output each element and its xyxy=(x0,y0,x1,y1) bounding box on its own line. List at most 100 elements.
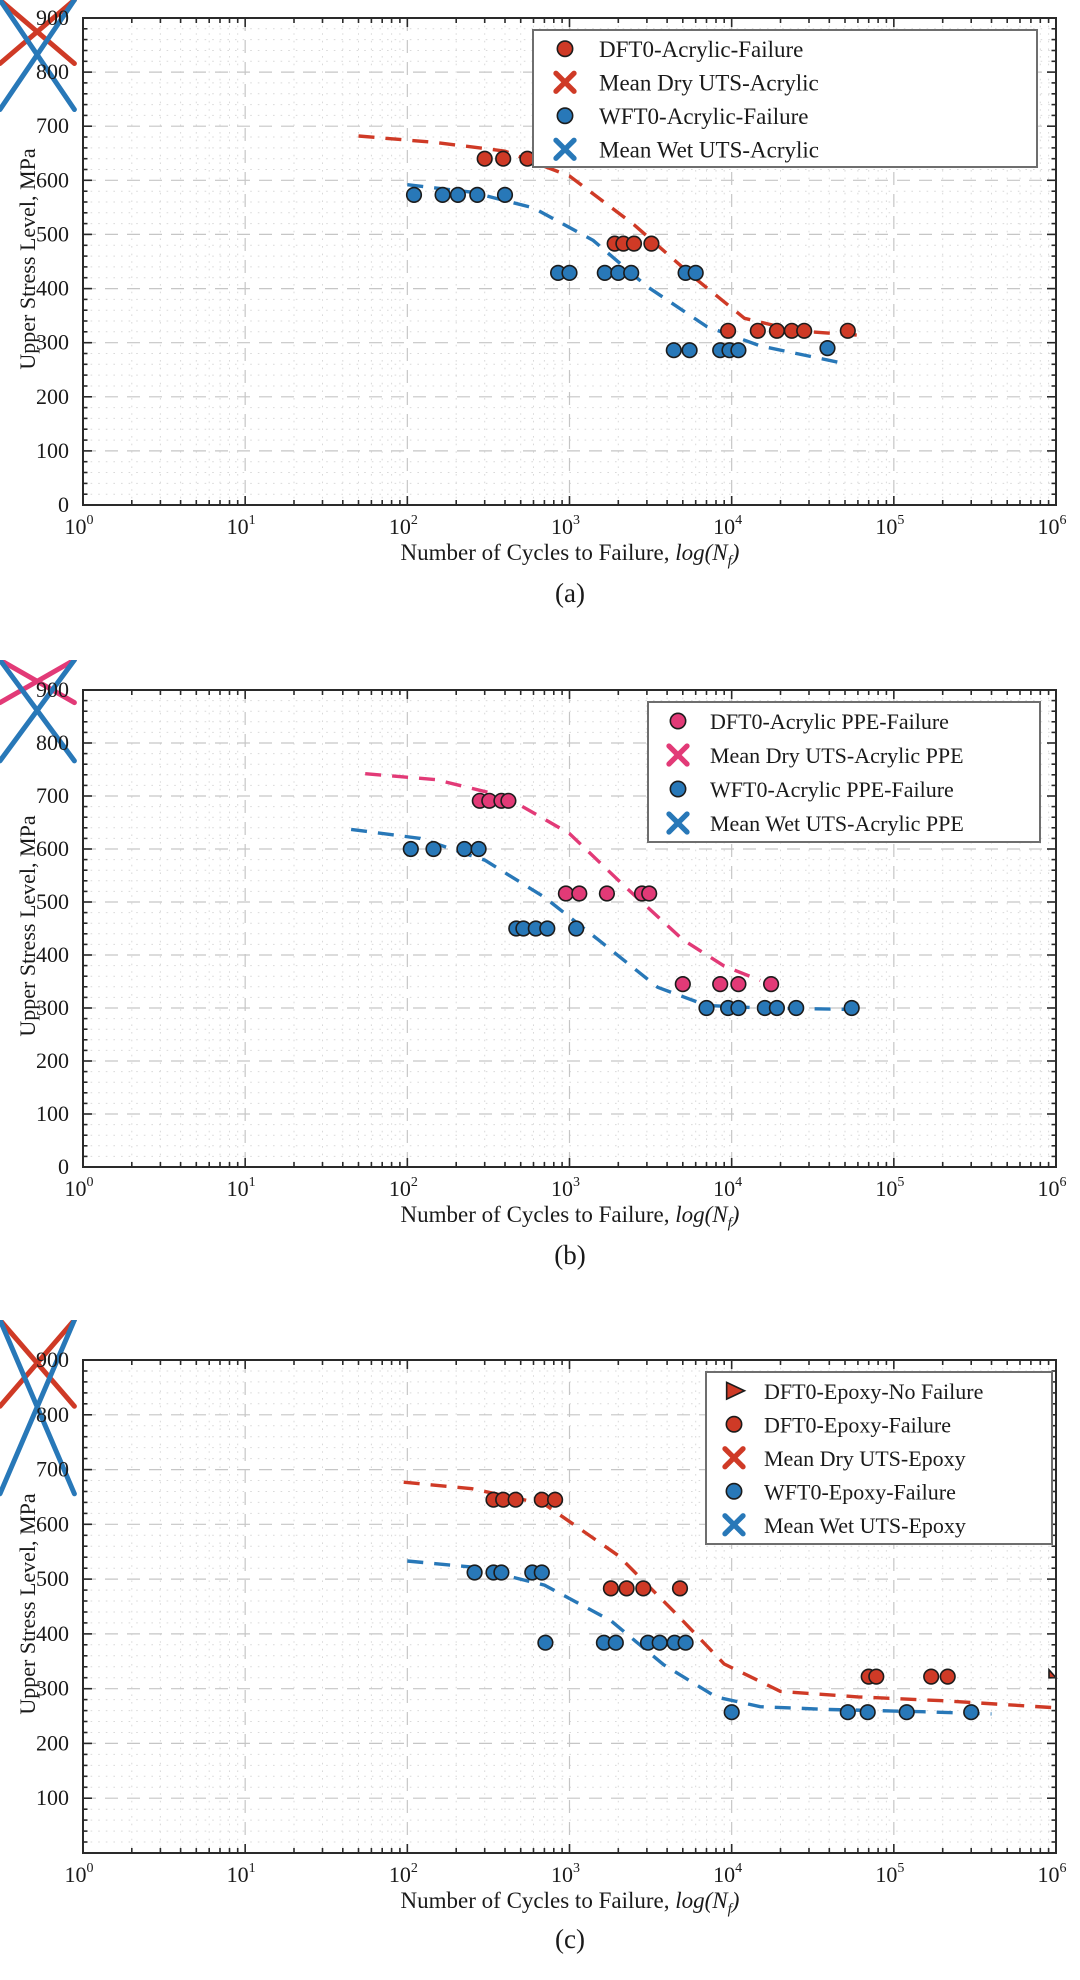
data-point xyxy=(466,1564,483,1581)
data-point xyxy=(749,322,766,339)
x-tick-label: 103 xyxy=(551,513,580,539)
data-point xyxy=(768,999,786,1017)
data-point xyxy=(598,885,616,902)
x-marker xyxy=(666,743,690,767)
data-point xyxy=(456,840,473,858)
y-tick-label: 100 xyxy=(36,1785,69,1810)
x-marker xyxy=(0,1320,77,1497)
data-point xyxy=(669,780,687,798)
data-point xyxy=(618,1580,635,1597)
x-axis-label-c: Number of Cycles to Failure, log(Nf) xyxy=(80,1888,1060,1919)
data-point xyxy=(698,999,715,1017)
series-Mean-Dry-UTS-Acrylic xyxy=(0,0,77,66)
legend-label: WFT0-Acrylic PPE-Failure xyxy=(710,777,954,802)
series-Mean-Dry-UTS-Epoxy xyxy=(0,1320,77,1409)
data-point xyxy=(665,342,682,359)
data-point xyxy=(539,920,556,937)
legend: DFT0-Acrylic PPE-Failure Mean Dry UTS-Acr… xyxy=(647,701,1041,843)
data-point xyxy=(495,150,512,167)
x-tick-label: 101 xyxy=(227,1175,256,1201)
x-tick-label: 103 xyxy=(551,1861,580,1887)
legend-label: Mean Wet UTS-Epoxy xyxy=(764,1513,966,1538)
data-point xyxy=(470,840,487,858)
y-tick-label: 600 xyxy=(36,167,69,192)
data-point xyxy=(730,342,747,359)
x-tick-label: 104 xyxy=(713,513,742,539)
x-tick-label: 102 xyxy=(389,1861,418,1887)
data-point xyxy=(641,885,658,902)
data-point xyxy=(405,186,423,203)
data-point xyxy=(725,1482,743,1500)
x-marker xyxy=(0,660,77,764)
data-point xyxy=(596,264,613,282)
y-tick-label: 500 xyxy=(36,1566,69,1591)
y-tick-label: 0 xyxy=(58,492,69,517)
data-point xyxy=(712,976,729,993)
data-point xyxy=(568,920,585,937)
legend-label: Mean Dry UTS-Epoxy xyxy=(764,1446,966,1471)
y-tick-label: 800 xyxy=(36,59,69,84)
grid-major xyxy=(83,690,1056,1167)
y-tick-label: 300 xyxy=(36,330,69,355)
y-tick-label: 400 xyxy=(36,942,69,967)
series-WFT0-Epoxy-Failure xyxy=(466,1564,980,1721)
series-Mean-Wet-UTS-Acrylic-PPE xyxy=(0,660,77,764)
data-point xyxy=(449,186,467,203)
series-Mean-Dry-UTS-Acrylic-PPE xyxy=(0,660,77,706)
x-axis-label-log: log(N xyxy=(675,1888,728,1913)
y-tick-label: 600 xyxy=(36,1511,69,1536)
data-point xyxy=(625,235,643,252)
data-point xyxy=(730,999,747,1017)
x-axis-label-sub: f xyxy=(727,553,732,570)
data-point xyxy=(839,322,856,339)
caption-a: (a) xyxy=(555,578,585,608)
y-tick-label: 900 xyxy=(36,677,69,702)
y-axis-label-a: Upper Stress Level, MPa xyxy=(15,148,40,370)
data-point xyxy=(939,1668,956,1685)
x-tick-label: 100 xyxy=(65,1861,94,1887)
chart-a-plot: 100 101 102 103 104 105 1060100200300400500600… xyxy=(0,0,1067,539)
legend-box xyxy=(647,701,1041,843)
chart-panel-b: 100 101 102 103 104 105 106 0 100 200 300 400 500 600… xyxy=(0,660,1080,1320)
data-point xyxy=(677,1634,694,1651)
x-marker xyxy=(0,0,77,66)
x-tick-label: 105 xyxy=(875,1175,904,1201)
data-point xyxy=(561,264,578,282)
legend: DFT0-Epoxy-No Failure DFT0-Epoxy-Failure M… xyxy=(705,1371,1053,1545)
data-point xyxy=(868,1668,885,1685)
series-DFT0-Epoxy-Failure xyxy=(485,1491,956,1685)
trend-line-dry-fit xyxy=(365,772,761,982)
y-tick-label: 200 xyxy=(36,1730,69,1755)
chart-panel-a: 100 101 102 103 104 105 106 0 100 200 300 400 500 600… xyxy=(0,0,1080,660)
y-tick-label: 500 xyxy=(36,221,69,246)
y-tick-label: 100 xyxy=(36,438,69,463)
x-axis-label-sub: f xyxy=(727,1901,732,1918)
x-axis-label-b: Number of Cycles to Failure, log(Nf) xyxy=(80,1202,1060,1233)
x-tick-label: 106 xyxy=(1038,513,1067,539)
x-tick-label: 104 xyxy=(713,1861,742,1887)
data-point xyxy=(602,1580,620,1597)
y-tick-label: 200 xyxy=(36,384,69,409)
x-axis-label-close: ) xyxy=(731,1888,740,1913)
data-point xyxy=(556,40,574,58)
x-axis-label-log: log(N xyxy=(675,540,728,565)
y-tick-label: 400 xyxy=(36,276,69,301)
data-point xyxy=(500,792,517,809)
chart-c-plot: 100 101 102 103 104 105 106 100 200 300 400 500 600 7… xyxy=(0,1320,1067,1887)
data-point xyxy=(496,186,514,203)
legend-label: Mean Dry UTS-Acrylic xyxy=(599,70,819,95)
data-point xyxy=(843,999,860,1017)
data-point xyxy=(796,322,813,339)
data-point xyxy=(725,1415,743,1433)
x-tick-label: 105 xyxy=(875,1861,904,1887)
legend-label: DFT0-Acrylic PPE-Failure xyxy=(710,709,949,734)
data-point xyxy=(556,107,574,125)
axis-ticks xyxy=(82,17,1057,506)
data-point xyxy=(819,340,836,357)
data-point xyxy=(923,1668,940,1685)
series-Mean-Wet-UTS-Epoxy xyxy=(0,1320,77,1497)
data-point xyxy=(719,322,737,339)
series-WFT0-Acrylic-PPE-Failure xyxy=(402,840,860,1017)
x-tick-label: 106 xyxy=(1038,1175,1067,1201)
tick-labels: 100 101 102 103 104 105 106 100 200 300 400 500 600 7… xyxy=(36,1347,1067,1887)
